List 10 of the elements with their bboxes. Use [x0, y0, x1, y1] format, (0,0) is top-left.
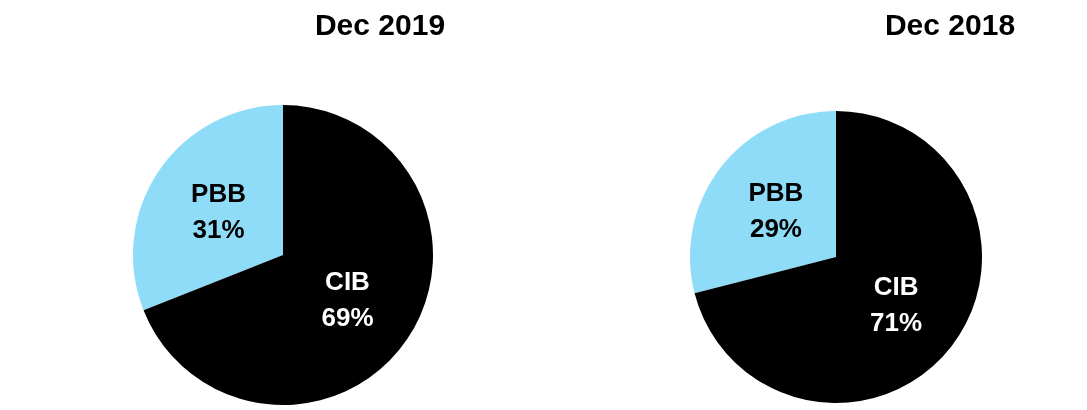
data-label: 29% — [749, 213, 802, 244]
data-label: 69% — [321, 301, 374, 332]
slice-label: PBB — [748, 177, 804, 208]
data-label: 31% — [192, 214, 245, 245]
data-label: 71% — [870, 306, 923, 337]
slice-label: CIB — [325, 265, 370, 296]
slice-label: CIB — [873, 270, 919, 301]
chart-title: Dec 2019 — [314, 7, 446, 41]
slice-label: PBB — [191, 178, 246, 209]
chart-title: Dec 2018 — [884, 7, 1016, 41]
